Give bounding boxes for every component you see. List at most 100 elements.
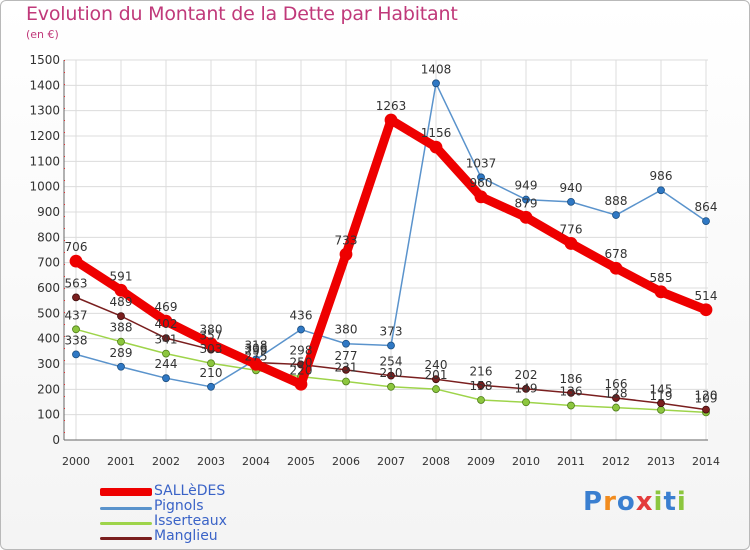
data-point: [117, 362, 125, 371]
data-point: [117, 312, 125, 321]
y-tick-label: 1100: [29, 154, 60, 168]
x-tick-label: 2006: [332, 455, 360, 468]
y-tick-label: 1200: [29, 129, 60, 143]
data-point: [387, 341, 395, 350]
x-tick-label: 2001: [107, 455, 135, 468]
data-label: 678: [605, 247, 628, 261]
data-label: 244: [155, 357, 178, 371]
x-tick-label: 2000: [62, 455, 90, 468]
data-point: [162, 349, 170, 358]
data-label: 380: [335, 323, 358, 337]
data-point: [477, 381, 485, 390]
data-label: 254: [380, 355, 403, 369]
legend-item-salledes: SALLèDES: [100, 483, 320, 500]
data-label: 585: [650, 271, 673, 285]
data-label: 733: [335, 233, 358, 247]
logo-letter: r: [603, 487, 617, 517]
data-point: [567, 197, 575, 206]
data-point: [342, 365, 350, 374]
data-point: [702, 405, 710, 414]
data-label: 186: [560, 372, 583, 386]
x-tick-label: 2014: [692, 455, 720, 468]
data-point: [339, 247, 353, 261]
data-point: [162, 374, 170, 383]
x-tick-label: 2013: [647, 455, 675, 468]
data-label: 489: [110, 295, 133, 309]
legend-label-manglieu: Manglieu: [154, 528, 218, 544]
y-tick-label: 1300: [29, 104, 60, 118]
legend-label-salledes: SALLèDES: [154, 483, 226, 499]
data-label: 1156: [421, 126, 452, 140]
data-point: [162, 334, 170, 343]
data-label: 250: [290, 356, 313, 370]
data-point: [429, 140, 443, 154]
data-label: 306: [245, 341, 268, 355]
data-label: 469: [155, 300, 178, 314]
y-tick-label: 300: [37, 357, 60, 371]
data-point: [432, 79, 440, 88]
data-label: 776: [560, 222, 583, 236]
data-point: [207, 382, 215, 391]
data-label: 706: [65, 240, 88, 254]
data-label: 341: [155, 333, 178, 347]
data-label: 591: [110, 269, 133, 283]
data-point: [612, 211, 620, 219]
data-label: 949: [515, 179, 538, 193]
data-label: 388: [110, 321, 133, 335]
data-label: 210: [380, 366, 403, 380]
data-point: [159, 314, 173, 328]
chart-unit-label: (en €): [26, 28, 59, 41]
data-label: 119: [650, 389, 673, 403]
data-point: [609, 261, 623, 275]
logo-letter: i: [653, 487, 664, 517]
legend-label-isserteaux: Isserteaux: [154, 513, 227, 529]
data-point: [72, 293, 80, 302]
data-label: 303: [200, 342, 223, 356]
data-label: 436: [290, 309, 313, 323]
data-point: [564, 237, 578, 250]
data-point: [522, 195, 530, 204]
data-point: [384, 113, 398, 127]
x-tick-label: 2010: [512, 455, 540, 468]
data-point: [204, 337, 218, 351]
data-label: 109: [695, 391, 718, 405]
data-label: 136: [560, 385, 583, 399]
data-point: [567, 388, 575, 397]
data-point: [387, 382, 395, 391]
y-tick-label: 400: [37, 332, 60, 346]
x-tick-label: 2004: [242, 455, 270, 468]
logo-letter: x: [635, 487, 654, 517]
data-point: [342, 377, 350, 386]
data-point: [297, 325, 305, 334]
legend-swatch-manglieu: [100, 537, 152, 540]
data-point: [477, 173, 485, 182]
data-label: 1037: [466, 156, 497, 170]
data-label: 402: [155, 317, 178, 331]
data-point: [432, 385, 440, 393]
data-point: [657, 399, 665, 408]
data-point: [387, 371, 395, 380]
data-point: [342, 339, 350, 348]
data-point: [699, 303, 713, 317]
data-label: 1408: [421, 62, 452, 76]
data-point: [612, 403, 620, 412]
data-label: 277: [335, 349, 358, 363]
y-tick-label: 0: [52, 433, 60, 447]
x-tick-label: 2007: [377, 455, 405, 468]
data-point: [654, 285, 668, 299]
legend-swatch-salledes: [100, 488, 152, 496]
x-tick-label: 2003: [197, 455, 225, 468]
data-label: 1263: [376, 99, 407, 113]
data-label: 231: [335, 360, 358, 374]
y-tick-label: 900: [37, 205, 60, 219]
data-label: 120: [695, 389, 718, 403]
data-label: 166: [605, 377, 628, 391]
data-label: 888: [605, 194, 628, 208]
data-label: 298: [290, 344, 313, 358]
y-tick-label: 100: [37, 408, 60, 422]
data-point: [519, 210, 533, 224]
x-tick-label: 2002: [152, 455, 180, 468]
proxiti-logo: Proxiti: [583, 487, 687, 517]
y-tick-label: 500: [37, 306, 60, 320]
